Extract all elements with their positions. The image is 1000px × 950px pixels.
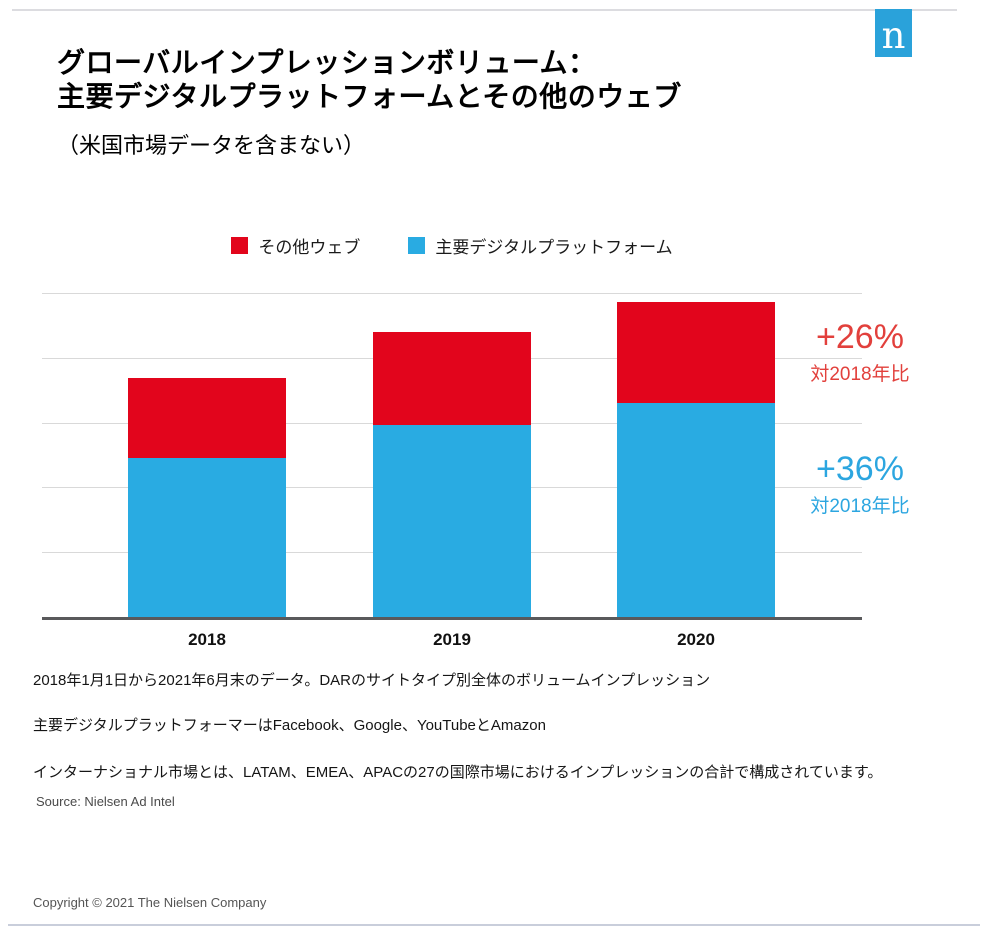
- bar-segment-other-web: [128, 377, 286, 458]
- annotation-value: +36%: [816, 450, 904, 488]
- page-title: グローバルインプレッションボリューム： 主要デジタルプラットフォームとその他のウ…: [57, 46, 682, 113]
- annotation-platforms-growth: +36% 対2018年比: [798, 450, 922, 518]
- legend-swatch-red: [231, 237, 249, 254]
- x-axis-label-2018: 2018: [188, 630, 226, 649]
- stacked-bar-2019: [373, 293, 531, 617]
- x-axis-label-2019: 2019: [433, 630, 471, 649]
- legend-label: その他ウェブ: [258, 238, 361, 257]
- chart-legend: その他ウェブ 主要デジタルプラットフォーム: [42, 233, 862, 258]
- legend-label: 主要デジタルプラットフォーム: [435, 238, 673, 257]
- gridline: [42, 293, 862, 294]
- legend-item-major-platforms: 主要デジタルプラットフォーム: [408, 233, 673, 258]
- title-line-2: 主要デジタルプラットフォームとその他のウェブ: [57, 80, 682, 112]
- legend-swatch-blue: [408, 237, 426, 254]
- title-line-1: グローバルインプレッションボリューム：: [57, 47, 597, 78]
- footnote-data-period: 2018年1月1日から2021年6月末のデータ。DARのサイトタイプ別全体のボリ…: [33, 672, 711, 689]
- bottom-divider: [8, 924, 980, 926]
- nielsen-logo: n: [875, 9, 912, 57]
- bar-segment-other-web: [373, 331, 531, 425]
- nielsen-logo-letter: n: [881, 14, 906, 57]
- top-divider: [12, 9, 957, 11]
- footnote-market-definition: インターナショナル市場とは、LATAM、EMEA、APACの27の国際市場におけ…: [33, 764, 883, 781]
- bar-segment-other-web: [617, 301, 775, 403]
- annotation-other-web-growth: +26% 対2018年比: [798, 318, 922, 386]
- bar-segment-major-platforms: [373, 424, 531, 617]
- annotation-caption: 対2018年比: [810, 363, 910, 385]
- bar-segment-major-platforms: [128, 457, 286, 617]
- bar-chart: 2018 2019 2020: [42, 293, 862, 649]
- copyright-line: Copyright © 2021 The Nielsen Company: [33, 895, 267, 910]
- stacked-bar-2020: [617, 293, 775, 617]
- source-line: Source: Nielsen Ad Intel: [36, 794, 175, 809]
- annotation-value: +26%: [816, 318, 904, 356]
- x-axis-label-2020: 2020: [677, 630, 715, 649]
- legend-item-other-web: その他ウェブ: [231, 233, 360, 258]
- footnote-platform-definition: 主要デジタルプラットフォーマーはFacebook、Google、YouTubeと…: [33, 717, 546, 734]
- page-subtitle: （米国市場データを含まない）: [57, 133, 366, 158]
- stacked-bar-2018: [128, 293, 286, 617]
- bar-segment-major-platforms: [617, 402, 775, 617]
- annotation-caption: 対2018年比: [810, 495, 910, 517]
